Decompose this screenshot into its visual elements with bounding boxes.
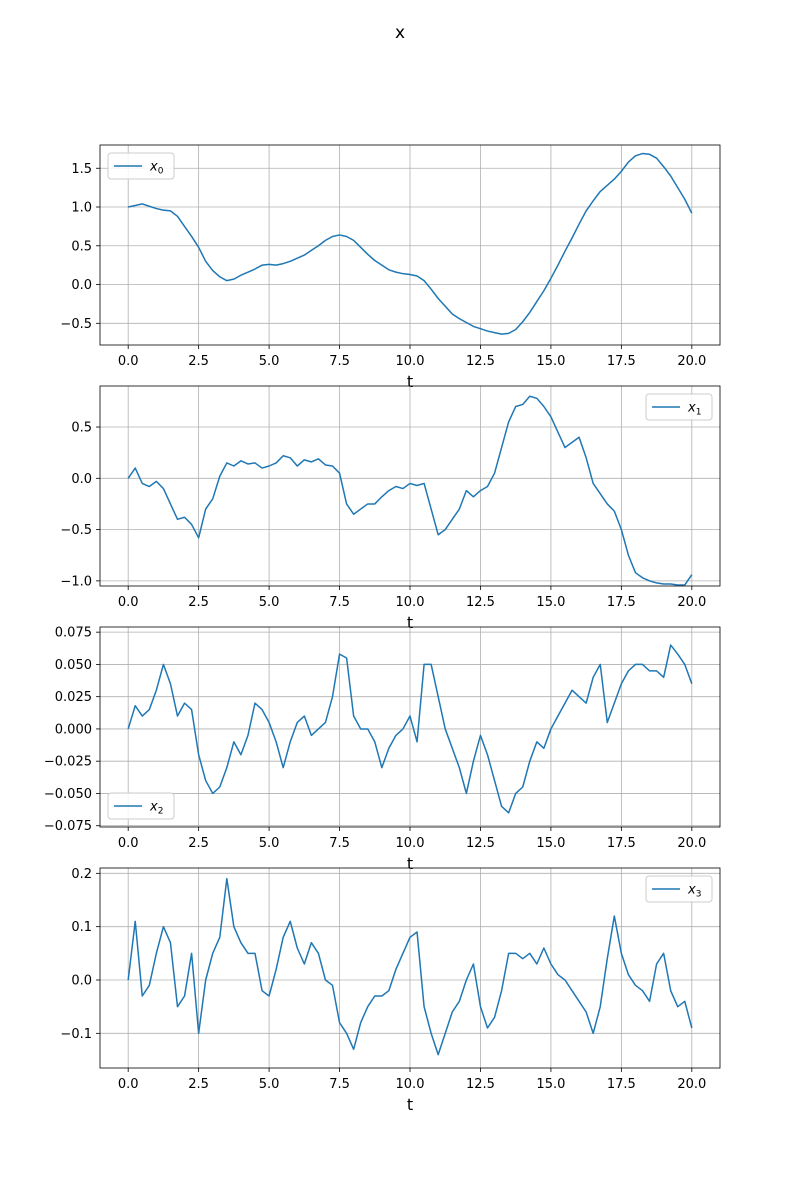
y-tick-label: 1.0	[71, 201, 92, 216]
grid	[100, 145, 720, 345]
y-tick-label: 0.5	[71, 239, 92, 254]
x-tick-label: 10.0	[396, 595, 425, 610]
x-tick-label: 7.5	[329, 1077, 350, 1092]
subplot-x0: 0.0 2.5 5.0 7.5 10.0 12.5 15.0 17.5 20.0 −0.5 0.0 0…	[60, 144, 721, 391]
legend: x3	[645, 875, 713, 903]
series-line-x_0	[128, 152, 693, 335]
series-line-x_2	[127, 644, 693, 814]
legend-label: x3	[687, 883, 701, 900]
x-tick-label: 7.5	[329, 595, 350, 610]
x-tick-label: 10.0	[396, 836, 425, 851]
x-tick-label: 15.0	[536, 1077, 565, 1092]
x-tick-label: 15.0	[536, 354, 565, 369]
x-axis-label: t	[407, 372, 413, 391]
x-tick-label: 2.5	[188, 836, 209, 851]
x-tick-label: 12.5	[466, 836, 495, 851]
x-tick-label: 12.5	[466, 354, 495, 369]
x-tick-label: 10.0	[396, 354, 425, 369]
x-tick-label: 20.0	[677, 595, 706, 610]
x-tick-label: 0.0	[118, 1077, 139, 1092]
y-tick-label: −0.075	[44, 819, 92, 834]
x-tick-label: 5.0	[259, 354, 280, 369]
series-line-x_3	[127, 877, 693, 1056]
x-tick-label: 17.5	[607, 1077, 636, 1092]
x-axis-label: t	[407, 613, 413, 632]
y-tick-label: 0.2	[71, 867, 92, 882]
y-tick-label: 0.025	[55, 690, 92, 705]
y-tick-label: 0.075	[55, 626, 92, 641]
x-axis-label: t	[407, 854, 413, 873]
x-tick-label: 12.5	[466, 1077, 495, 1092]
legend: x2	[107, 792, 175, 820]
x-tick-label: 0.0	[118, 354, 139, 369]
x-tick-label: 17.5	[607, 595, 636, 610]
x-tick-label: 0.0	[118, 595, 139, 610]
grid	[100, 386, 720, 586]
x-tick-label: 20.0	[677, 1077, 706, 1092]
legend-label: x0	[149, 160, 164, 177]
x-tick-label: 17.5	[607, 836, 636, 851]
y-tick-label: 0.050	[55, 658, 92, 673]
x-tick-label: 15.0	[536, 595, 565, 610]
x-tick-label: 15.0	[536, 836, 565, 851]
x-tick-label: 12.5	[466, 595, 495, 610]
x-tick-label: 10.0	[396, 1077, 425, 1092]
x-axis-label: t	[407, 1095, 413, 1114]
y-tick-label: −0.1	[60, 1027, 92, 1042]
y-tick-label: 0.0	[71, 974, 92, 989]
y-tick-label: 0.0	[71, 278, 92, 293]
y-tick-label: 0.0	[71, 472, 92, 487]
y-tick-label: 0.5	[71, 421, 92, 436]
subplot-x3: 0.0 2.5 5.0 7.5 10.0 12.5 15.0 17.5 20.0 −0.1 0.0 0…	[60, 867, 721, 1114]
x-tick-label: 0.0	[118, 836, 139, 851]
legend: x0	[107, 152, 175, 180]
figure-title: x	[395, 23, 405, 43]
legend: x1	[645, 393, 713, 421]
subplot-x2: 0.0 2.5 5.0 7.5 10.0 12.5 15.0 17.5 20.0 −0.075 −0…	[44, 626, 721, 873]
y-tick-label: −1.0	[60, 574, 92, 589]
y-tick-label: 0.000	[55, 722, 92, 737]
x-tick-label: 2.5	[188, 1077, 209, 1092]
x-tick-label: 17.5	[607, 354, 636, 369]
x-tick-label: 7.5	[329, 354, 350, 369]
x-tick-label: 20.0	[677, 836, 706, 851]
legend-label: x2	[149, 800, 163, 817]
grid	[100, 627, 720, 827]
y-tick-label: −0.5	[60, 523, 92, 538]
y-tick-label: −0.050	[44, 787, 92, 802]
x-tick-label: 5.0	[259, 1077, 280, 1092]
x-tick-label: 20.0	[677, 354, 706, 369]
y-tick-label: −0.5	[60, 317, 92, 332]
subplot-x1: 0.0 2.5 5.0 7.5 10.0 12.5 15.0 17.5 20.0 −1.0 −0.5…	[60, 385, 721, 632]
y-tick-label: −0.025	[44, 755, 92, 770]
x-tick-label: 5.0	[259, 595, 280, 610]
x-tick-label: 5.0	[259, 836, 280, 851]
y-tick-label: 1.5	[71, 162, 92, 177]
y-tick-label: 0.1	[71, 920, 92, 935]
legend-label: x1	[687, 401, 701, 418]
x-tick-label: 7.5	[329, 836, 350, 851]
x-tick-label: 2.5	[188, 354, 209, 369]
series-line-x_1	[127, 395, 693, 586]
x-tick-label: 2.5	[188, 595, 209, 610]
